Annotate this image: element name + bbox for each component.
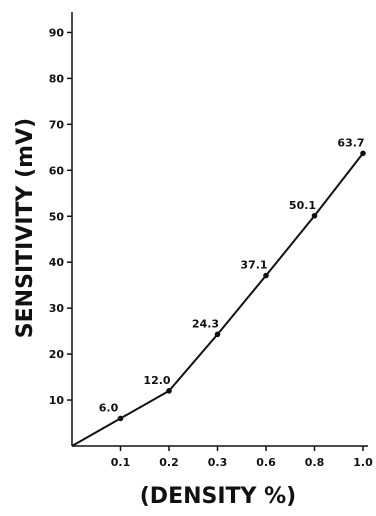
y-tick-label: 10 <box>49 394 65 407</box>
data-label: 12.0 <box>143 374 170 387</box>
data-label: 50.1 <box>289 199 316 212</box>
data-label: 63.7 <box>337 136 364 149</box>
x-tick-label: 1.0 <box>353 456 373 469</box>
data-point <box>117 415 124 422</box>
data-labels: 6.0 12.0 24.3 37.1 50.1 63.7 <box>99 136 365 414</box>
y-tick-label: 30 <box>49 302 65 315</box>
y-tick-label: 90 <box>49 26 65 39</box>
x-tick-label: 0.2 <box>159 456 179 469</box>
y-ticks: 10 20 30 40 50 60 70 80 90 <box>49 26 72 407</box>
data-label: 37.1 <box>240 259 267 272</box>
x-axis-title: (DENSITY %) <box>140 484 296 509</box>
data-point <box>166 388 172 394</box>
x-tick-label: 0.8 <box>305 456 325 469</box>
data-point <box>360 150 366 157</box>
y-tick-label: 60 <box>49 164 65 177</box>
series <box>71 150 366 447</box>
y-tick-label: 80 <box>49 72 65 85</box>
x-tick-label: 0.1 <box>111 456 131 469</box>
x-tick-label: 0.6 <box>256 456 276 469</box>
data-point <box>311 212 318 219</box>
y-tick-label: 40 <box>49 256 65 269</box>
x-ticks: 0.1 0.2 0.3 0.6 0.8 1.0 <box>111 446 373 469</box>
y-tick-label: 70 <box>49 118 65 131</box>
data-label: 24.3 <box>192 317 219 330</box>
y-axis-title: SENSITIVITY (mV) <box>13 118 38 338</box>
data-label: 6.0 <box>99 401 119 414</box>
data-point <box>214 331 221 338</box>
x-tick-label: 0.3 <box>208 456 228 469</box>
axes <box>71 12 368 447</box>
y-tick-label: 20 <box>49 348 65 361</box>
data-point <box>263 272 269 279</box>
y-tick-label: 50 <box>49 210 65 223</box>
